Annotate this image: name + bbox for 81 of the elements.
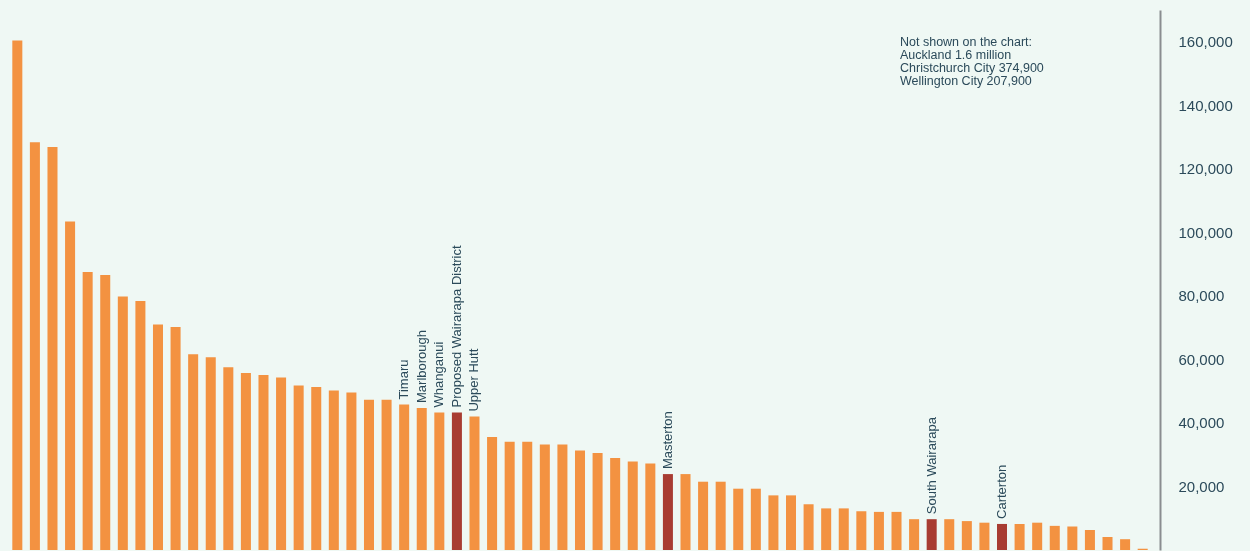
bar (328, 390, 339, 550)
x-tick-label: Whanganui (431, 341, 447, 408)
bar (627, 461, 638, 550)
bar (803, 504, 814, 550)
bar (1032, 522, 1043, 550)
bar (592, 453, 603, 550)
bar (891, 511, 902, 550)
bar (170, 327, 181, 550)
bar (12, 40, 23, 550)
bar (469, 416, 480, 550)
x-tick-label: Masterton (659, 411, 675, 470)
bar (1014, 523, 1025, 550)
bar (346, 392, 357, 550)
bar (750, 488, 761, 550)
bar (926, 519, 937, 550)
bar (733, 488, 744, 550)
bar (821, 508, 832, 550)
bar (645, 463, 656, 550)
bar (768, 495, 779, 550)
bar (1049, 525, 1060, 550)
bar (1102, 536, 1113, 550)
bar (1067, 526, 1078, 550)
y-tick-label: 140,000 (1178, 96, 1233, 114)
bar (117, 296, 128, 550)
bar (680, 474, 691, 550)
y-tick-label: 100,000 (1178, 223, 1233, 241)
y-tick-label: 40,000 (1178, 414, 1225, 432)
bar (205, 357, 216, 550)
bar (698, 481, 709, 550)
x-tick-label: Marlborough (413, 330, 429, 404)
bar (610, 457, 621, 550)
bar (873, 511, 884, 550)
x-tick-label: Upper Hutt (466, 348, 482, 412)
bar (363, 399, 375, 550)
bar (82, 272, 93, 550)
bar (487, 436, 498, 550)
bar (961, 521, 972, 550)
bar (223, 367, 234, 550)
bar (909, 519, 920, 550)
y-tick-label: 160,000 (1178, 33, 1233, 51)
bar (293, 385, 304, 550)
bar (522, 441, 533, 550)
bar (715, 481, 726, 550)
bar (838, 508, 849, 550)
bar (944, 519, 955, 550)
y-tick-label: 60,000 (1178, 350, 1225, 368)
bar (557, 444, 568, 550)
bar (785, 495, 797, 550)
bar (434, 412, 445, 550)
bar (1084, 529, 1095, 550)
bar (188, 354, 199, 550)
bar (311, 387, 322, 550)
x-tick-label: South Wairarapa (923, 416, 939, 515)
y-tick-label: 120,000 (1178, 160, 1233, 178)
x-tick-label: Proposed Wairarapa District (448, 245, 464, 408)
bar (997, 523, 1008, 550)
bar (504, 441, 515, 550)
bar (100, 274, 111, 550)
bar (240, 373, 251, 550)
y-tick-label: 80,000 (1178, 287, 1225, 305)
bar (539, 444, 550, 550)
bar (135, 300, 146, 550)
bar (416, 408, 427, 550)
bar (574, 450, 586, 550)
bar (258, 374, 269, 550)
bar (662, 474, 673, 550)
bar (381, 399, 392, 550)
x-tick-label: Carterton (994, 464, 1010, 519)
bar (451, 412, 462, 550)
bar (47, 146, 58, 550)
bar (276, 377, 287, 550)
x-tick-label: Timaru (396, 359, 412, 400)
y-tick-label: 20,000 (1178, 477, 1225, 495)
bar (29, 142, 40, 550)
annotation: Not shown on the chart: Auckland 1.6 million Christchurch City 374,900 Wellington City 207,900 (900, 35, 1044, 88)
bar (979, 522, 990, 550)
bar (856, 511, 867, 550)
bar (65, 221, 76, 550)
bar (1120, 539, 1131, 550)
bar (152, 324, 163, 550)
bar (399, 404, 410, 550)
